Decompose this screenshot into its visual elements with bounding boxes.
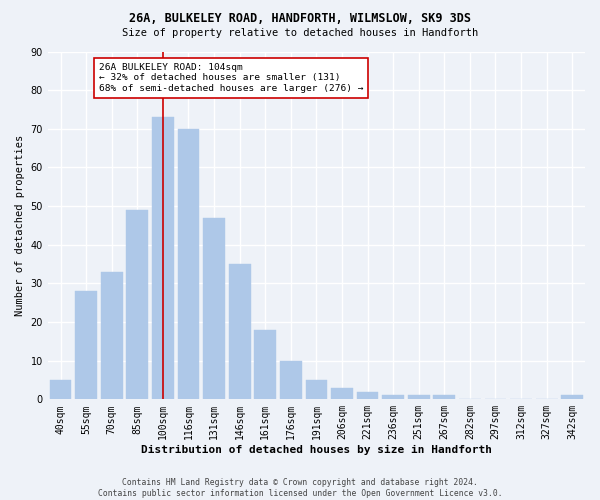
Text: Size of property relative to detached houses in Handforth: Size of property relative to detached ho… bbox=[122, 28, 478, 38]
Bar bbox=[229, 264, 251, 400]
Bar bbox=[331, 388, 353, 400]
Bar bbox=[562, 396, 583, 400]
Bar bbox=[152, 117, 174, 400]
Text: 26A, BULKELEY ROAD, HANDFORTH, WILMSLOW, SK9 3DS: 26A, BULKELEY ROAD, HANDFORTH, WILMSLOW,… bbox=[129, 12, 471, 26]
Bar bbox=[356, 392, 379, 400]
Bar bbox=[203, 218, 225, 400]
Bar bbox=[433, 396, 455, 400]
Text: 26A BULKELEY ROAD: 104sqm
← 32% of detached houses are smaller (131)
68% of semi: 26A BULKELEY ROAD: 104sqm ← 32% of detac… bbox=[99, 63, 364, 93]
Bar bbox=[254, 330, 276, 400]
Y-axis label: Number of detached properties: Number of detached properties bbox=[15, 135, 25, 316]
Bar bbox=[408, 396, 430, 400]
Bar bbox=[178, 129, 199, 400]
Bar bbox=[50, 380, 71, 400]
Bar bbox=[280, 360, 302, 400]
Text: Contains HM Land Registry data © Crown copyright and database right 2024.
Contai: Contains HM Land Registry data © Crown c… bbox=[98, 478, 502, 498]
Bar bbox=[382, 396, 404, 400]
Bar bbox=[101, 272, 122, 400]
Bar bbox=[305, 380, 327, 400]
Bar bbox=[75, 291, 97, 400]
Bar bbox=[127, 210, 148, 400]
X-axis label: Distribution of detached houses by size in Handforth: Distribution of detached houses by size … bbox=[141, 445, 492, 455]
